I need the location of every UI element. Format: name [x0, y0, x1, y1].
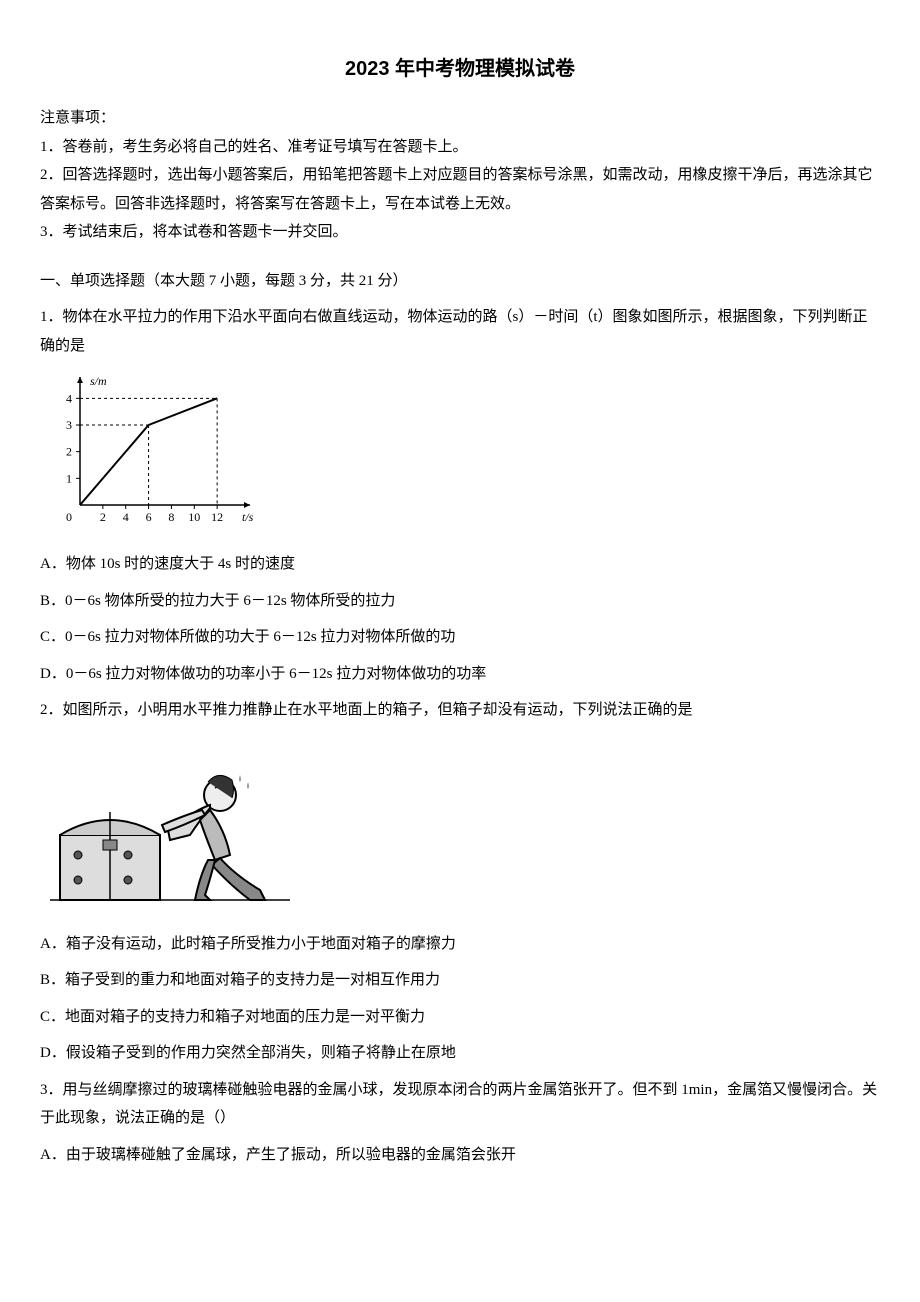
instructions-block: 注意事项： 1．答卷前，考生务必将自己的姓名、准考证号填写在答题卡上。 2．回答… — [40, 104, 880, 247]
q1-option-c: C．0－6s 拉力对物体所做的功大于 6－12s 拉力对物体所做的功 — [40, 623, 880, 652]
svg-text:1: 1 — [66, 471, 72, 485]
q3-option-a: A．由于玻璃棒碰触了金属球，产生了振动，所以验电器的金属箔会张开 — [40, 1141, 880, 1170]
svg-text:2: 2 — [66, 445, 72, 459]
q1-option-d: D．0－6s 拉力对物体做功的功率小于 6－12s 拉力对物体做功的功率 — [40, 660, 880, 689]
svg-text:6: 6 — [146, 510, 152, 524]
q2-figure — [50, 740, 880, 910]
question-3: 3．用与丝绸摩擦过的玻璃棒碰触验电器的金属小球，发现原本闭合的两片金属箔张开了。… — [40, 1076, 880, 1170]
question-2: 2．如图所示，小明用水平推力推静止在水平地面上的箱子，但箱子却没有运动，下列说法… — [40, 696, 880, 1068]
instruction-item-2: 2．回答选择题时，选出每小题答案后，用铅笔把答题卡上对应题目的答案标号涂黑，如需… — [40, 161, 880, 218]
svg-text:4: 4 — [66, 391, 72, 405]
svg-text:t/s: t/s — [242, 510, 254, 524]
svg-text:12: 12 — [211, 510, 223, 524]
page-title: 2023 年中考物理模拟试卷 — [40, 50, 880, 88]
q2-stem: 2．如图所示，小明用水平推力推静止在水平地面上的箱子，但箱子却没有运动，下列说法… — [40, 696, 880, 725]
q1-chart-svg: 2468101212340s/mt/s — [50, 370, 270, 530]
instructions-header: 注意事项： — [40, 104, 880, 133]
svg-text:3: 3 — [66, 418, 72, 432]
section-1-header: 一、单项选择题（本大题 7 小题，每题 3 分，共 21 分） — [40, 267, 880, 296]
svg-text:8: 8 — [168, 510, 174, 524]
q2-option-c: C．地面对箱子的支持力和箱子对地面的压力是一对平衡力 — [40, 1003, 880, 1032]
q1-option-b: B．0－6s 物体所受的拉力大于 6－12s 物体所受的拉力 — [40, 587, 880, 616]
q2-option-b: B．箱子受到的重力和地面对箱子的支持力是一对相互作用力 — [40, 966, 880, 995]
q3-stem: 3．用与丝绸摩擦过的玻璃棒碰触验电器的金属小球，发现原本闭合的两片金属箔张开了。… — [40, 1076, 880, 1133]
person-pushing-chest-icon — [50, 740, 290, 910]
q2-option-d: D．假设箱子受到的作用力突然全部消失，则箱子将静止在原地 — [40, 1039, 880, 1068]
svg-text:4: 4 — [123, 510, 129, 524]
q1-chart: 2468101212340s/mt/s — [50, 370, 880, 530]
svg-text:s/m: s/m — [90, 374, 107, 388]
instruction-item-1: 1．答卷前，考生务必将自己的姓名、准考证号填写在答题卡上。 — [40, 133, 880, 162]
instruction-item-3: 3．考试结束后，将本试卷和答题卡一并交回。 — [40, 218, 880, 247]
question-1: 1．物体在水平拉力的作用下沿水平面向右做直线运动，物体运动的路（s）－时间（t）… — [40, 303, 880, 688]
q1-option-a: A．物体 10s 时的速度大于 4s 时的速度 — [40, 550, 880, 579]
q1-stem: 1．物体在水平拉力的作用下沿水平面向右做直线运动，物体运动的路（s）－时间（t）… — [40, 303, 880, 360]
q2-option-a: A．箱子没有运动，此时箱子所受推力小于地面对箱子的摩擦力 — [40, 930, 880, 959]
svg-text:10: 10 — [188, 510, 200, 524]
svg-text:0: 0 — [66, 510, 72, 524]
svg-text:2: 2 — [100, 510, 106, 524]
